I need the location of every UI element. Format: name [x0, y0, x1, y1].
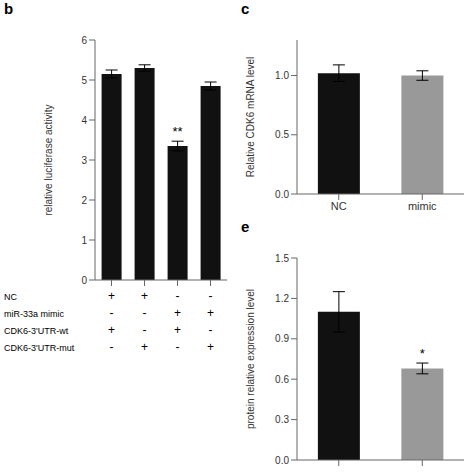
svg-text:mimic: mimic [408, 200, 437, 212]
svg-text:2: 2 [81, 195, 87, 206]
svg-text:0.3: 0.3 [275, 414, 289, 425]
svg-text:protein relative expression le: protein relative expression level [245, 289, 256, 429]
html-text:CDK6-3'UTR-mut: CDK6-3'UTR-mut [4, 343, 75, 353]
svg-text:Relative CDK6 mRNA level: Relative CDK6 mRNA level [245, 57, 256, 178]
svg-text:**: ** [173, 124, 183, 139]
svg-text:3: 3 [81, 155, 87, 166]
svg-text:0.5: 0.5 [275, 129, 289, 140]
svg-text:0.6: 0.6 [275, 374, 289, 385]
svg-text:5: 5 [81, 75, 87, 86]
svg-text:relative luciferase activity: relative luciferase activity [43, 104, 54, 215]
svg-text:*: * [420, 346, 425, 361]
html-text:NC: NC [4, 292, 17, 302]
svg-text:0.9: 0.9 [275, 333, 289, 344]
html-text:CDK6-3'UTR-wt: CDK6-3'UTR-wt [4, 326, 69, 336]
html-text:b: b [4, 0, 14, 17]
svg-text:1.0: 1.0 [275, 70, 289, 81]
svg-text:1.5: 1.5 [275, 253, 289, 264]
html-text:miR-33a mimic: miR-33a mimic [4, 309, 64, 319]
svg-text:0.0: 0.0 [275, 189, 289, 200]
svg-text:1.2: 1.2 [275, 293, 289, 304]
html-text:c: c [241, 0, 250, 17]
svg-text:NC: NC [331, 200, 347, 212]
html-text:e: e [241, 218, 250, 235]
svg-text:0.0: 0.0 [275, 455, 289, 466]
svg-text:1: 1 [81, 235, 87, 246]
svg-text:4: 4 [81, 115, 87, 126]
svg-text:6: 6 [81, 35, 87, 46]
svg-text:0: 0 [81, 275, 87, 286]
